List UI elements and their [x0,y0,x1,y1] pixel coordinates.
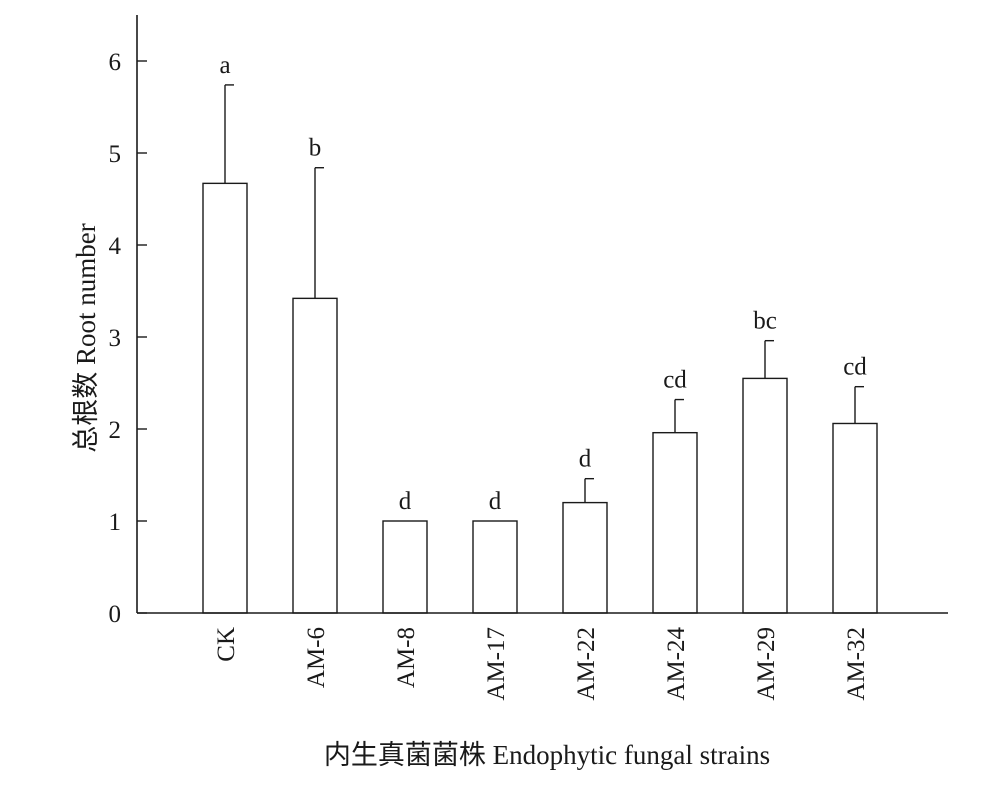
bar-CK [202,182,248,614]
bar-AM-24 [652,431,698,614]
bar-AM-32 [832,422,878,614]
x-category-labels-group: CK AM-6 AM-8 AM-17 AM-22 AM-24 AM-29 AM-32 [213,627,870,701]
y-tick-label-1: 1 [109,509,122,536]
y-axis-title: 总根数 Root number [71,223,101,453]
bar-AM-6 [292,297,338,614]
significance-label-AM-6: b [309,135,322,162]
y-tick-label-3: 3 [109,325,122,352]
y-ticks-group: 0 1 2 3 4 5 6 [109,49,147,628]
category-label-AM-24: AM-24 [663,627,690,701]
significance-label-AM-8: d [399,488,412,515]
bars-group [202,182,878,614]
error-bars-group [224,84,864,503]
category-label-AM-17: AM-17 [483,627,510,701]
category-label-AM-8: AM-8 [393,627,420,688]
y-tick-label-5: 5 [109,141,122,168]
y-tick-label-6: 6 [109,49,122,76]
category-label-CK: CK [213,627,240,662]
significance-label-AM-22: d [579,446,592,473]
category-label-AM-6: AM-6 [303,627,330,688]
category-label-AM-32: AM-32 [843,627,870,701]
y-tick-label-4: 4 [109,233,122,260]
y-tick-label-0: 0 [109,601,122,628]
y-tick-label-2: 2 [109,417,122,444]
significance-label-CK: a [219,52,230,79]
significance-label-AM-17: d [489,488,502,515]
significance-labels-group: a b d d d cd bc cd [219,52,867,515]
bar-AM-8 [382,520,428,614]
significance-label-AM-29: bc [753,308,777,335]
significance-label-AM-32: cd [843,354,867,381]
category-label-AM-29: AM-29 [753,627,780,701]
bar-AM-22 [562,501,608,614]
x-axis-title: 内生真菌菌株 Endophytic fungal strains [324,740,770,770]
bar-AM-17 [472,520,518,614]
significance-label-AM-24: cd [663,367,687,394]
category-label-AM-22: AM-22 [573,627,600,701]
bar-AM-29 [742,377,788,614]
